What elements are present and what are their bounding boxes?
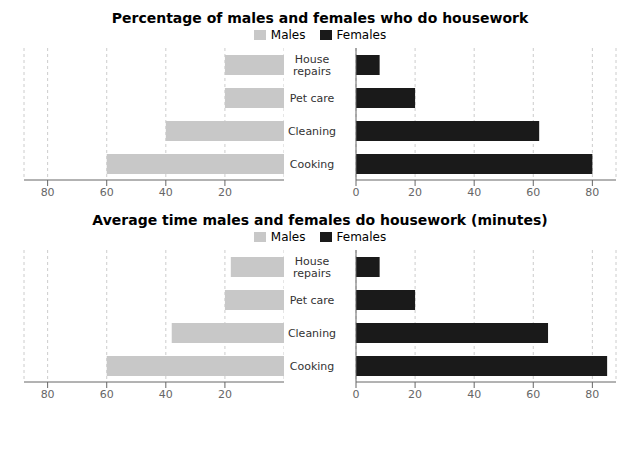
svg-text:40: 40 <box>159 388 173 401</box>
svg-text:Cleaning: Cleaning <box>288 326 336 339</box>
html-text:Females: Females <box>336 230 387 244</box>
svg-text:Cleaning: Cleaning <box>288 124 336 137</box>
svg-text:20: 20 <box>408 186 422 199</box>
svg-text:60: 60 <box>526 186 540 199</box>
svg-text:40: 40 <box>159 186 173 199</box>
svg-text:80: 80 <box>585 186 599 199</box>
html-text:Males: Males <box>270 230 306 244</box>
svg-text:20: 20 <box>218 186 232 199</box>
svg-text:80: 80 <box>41 186 55 199</box>
svg-text:20: 20 <box>408 388 422 401</box>
html-text:Average time males and females: Average time males and females do housew… <box>92 212 548 228</box>
html-text:Males: Males <box>270 28 306 42</box>
html-text:Percentage of males and female: Percentage of males and females who do h… <box>111 10 529 26</box>
svg-text:0: 0 <box>353 388 360 401</box>
svg-text:80: 80 <box>41 388 55 401</box>
svg-text:40: 40 <box>467 186 481 199</box>
svg-text:Houserepairs: Houserepairs <box>293 52 331 77</box>
svg-text:Cooking: Cooking <box>290 157 335 170</box>
svg-text:0: 0 <box>353 186 360 199</box>
svg-text:Pet care: Pet care <box>290 91 335 104</box>
svg-text:Houserepairs: Houserepairs <box>293 254 331 279</box>
svg-text:40: 40 <box>467 388 481 401</box>
svg-text:Cooking: Cooking <box>290 359 335 372</box>
svg-text:Pet care: Pet care <box>290 293 335 306</box>
svg-text:60: 60 <box>526 388 540 401</box>
svg-text:60: 60 <box>100 388 114 401</box>
svg-text:60: 60 <box>100 186 114 199</box>
svg-text:20: 20 <box>218 388 232 401</box>
html-text:Females: Females <box>336 28 387 42</box>
svg-text:80: 80 <box>585 388 599 401</box>
